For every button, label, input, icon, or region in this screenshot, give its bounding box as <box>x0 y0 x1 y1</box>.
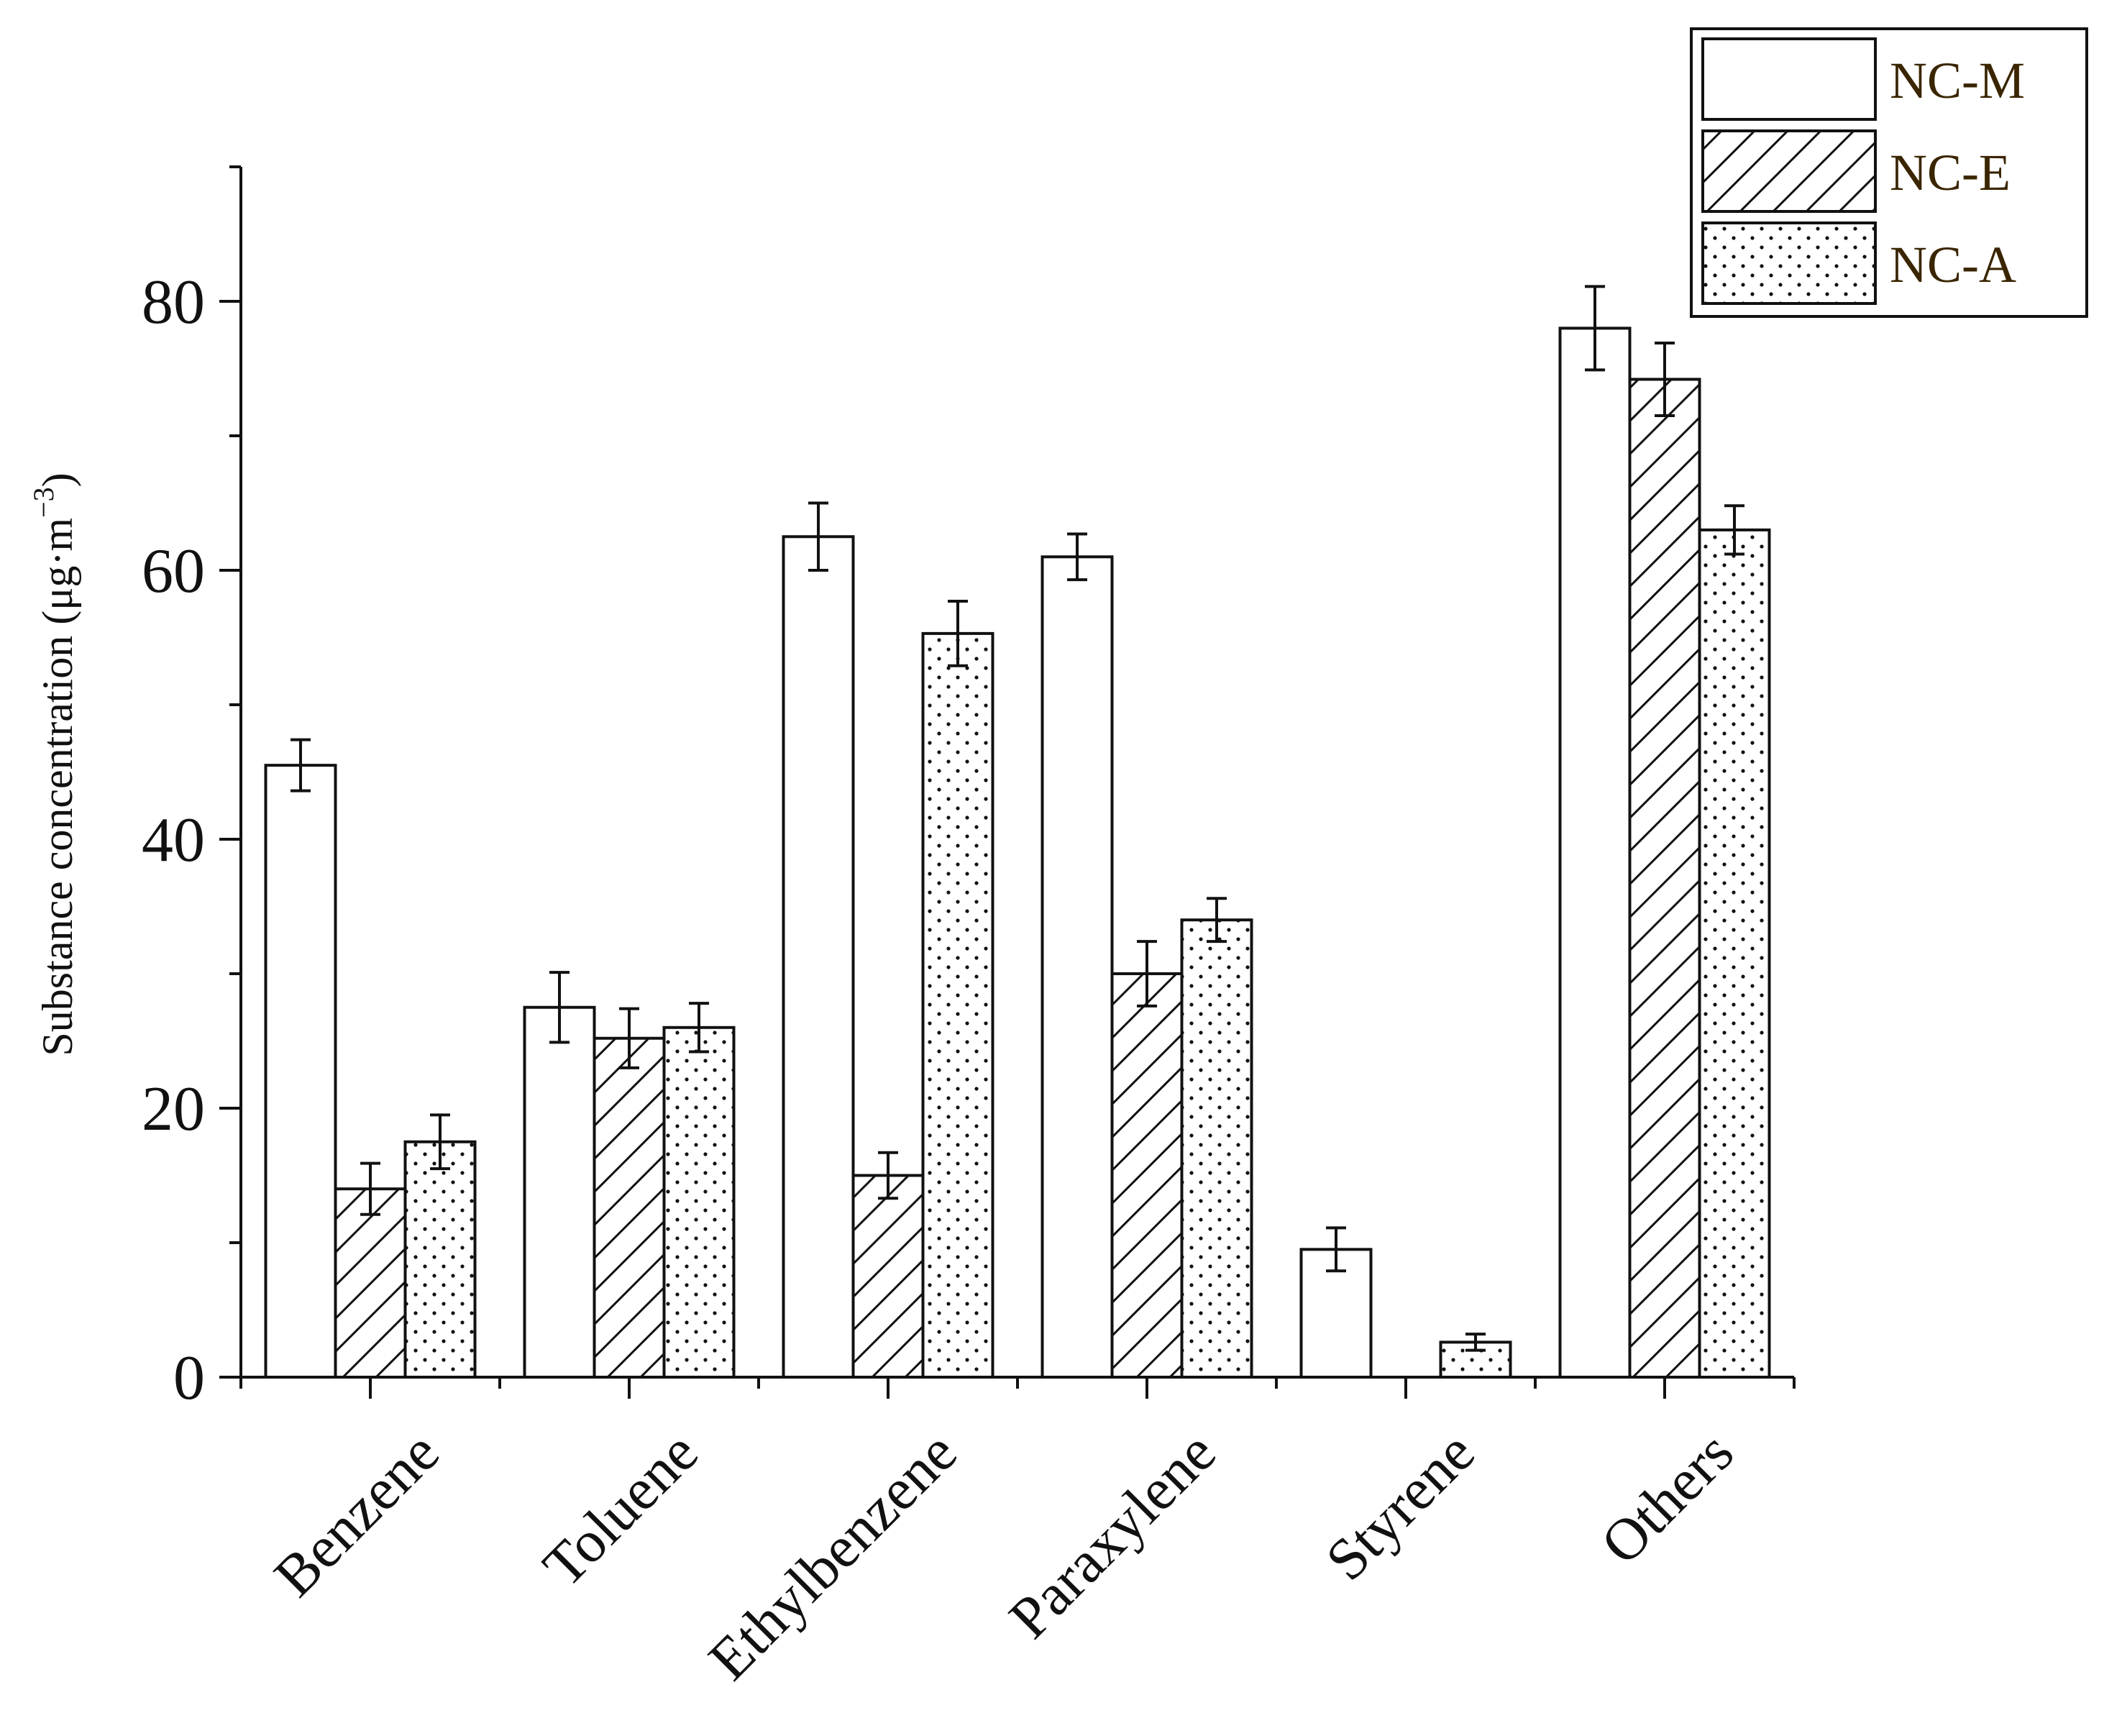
bar-toluene-nc-m <box>523 1005 596 1379</box>
bar-paraxylene-nc-e <box>1110 972 1184 1379</box>
y-axis-title-close: ) <box>34 472 81 487</box>
error-bar-ethylbenzene-nc-a <box>948 600 968 667</box>
error-bar-toluene-nc-a <box>689 1002 709 1054</box>
y-tick-label-0: 0 <box>173 1343 205 1413</box>
category-label-styrene: Styrene <box>1313 1419 1486 1592</box>
legend-swatch-nc-a <box>1701 221 1877 305</box>
legend-label-nc-a: NC-A <box>1890 236 2016 293</box>
bar-others-nc-m <box>1558 326 1632 1379</box>
y-axis-title-sup: −3 <box>27 487 60 518</box>
bar-others-nc-e <box>1628 378 1701 1379</box>
legend-swatch-nc-m <box>1701 37 1877 121</box>
category-label-others: Others <box>1588 1419 1746 1576</box>
error-bar-ethylbenzene-nc-e <box>878 1151 898 1200</box>
error-bar-paraxylene-nc-e <box>1137 940 1157 1008</box>
axes <box>219 165 1796 1399</box>
error-bar-benzene-nc-e <box>360 1161 380 1216</box>
y-axis-title: Substance concentration (μg·m−3) <box>27 472 81 1056</box>
error-bar-styrene-nc-m <box>1326 1226 1346 1273</box>
bar-ethylbenzene-nc-m <box>782 535 855 1379</box>
error-bar-others-nc-e <box>1655 341 1675 417</box>
y-axis-title-main: Substance concentration (μg·m <box>34 518 81 1056</box>
error-bar-others-nc-a <box>1724 504 1744 556</box>
error-bar-paraxylene-nc-m <box>1067 532 1087 582</box>
tick-labels: 0 20 40 60 80 <box>142 268 205 1413</box>
error-bar-paraxylene-nc-a <box>1207 897 1227 944</box>
bar-ethylbenzene-nc-a <box>921 631 994 1379</box>
bars-layer <box>264 326 1771 1379</box>
error-bar-ethylbenzene-nc-m <box>808 501 828 572</box>
y-tick-label-40: 40 <box>142 805 205 875</box>
error-bar-toluene-nc-m <box>549 971 570 1044</box>
legend-label-nc-m: NC-M <box>1890 52 2025 109</box>
bar-ethylbenzene-nc-e <box>851 1174 925 1379</box>
bar-benzene-nc-m <box>264 764 337 1379</box>
category-label-toluene: Toluene <box>530 1419 710 1599</box>
bar-toluene-nc-e <box>593 1036 666 1379</box>
y-tick-label-60: 60 <box>142 536 205 606</box>
y-tick-label-80: 80 <box>142 268 205 337</box>
bar-toluene-nc-a <box>662 1025 736 1379</box>
bar-paraxylene-nc-m <box>1041 555 1114 1379</box>
error-bars-layer <box>291 285 1744 1352</box>
error-bar-styrene-nc-a <box>1465 1333 1486 1352</box>
error-bar-others-nc-m <box>1585 285 1605 372</box>
category-label-benzene: Benzene <box>262 1419 452 1609</box>
legend-swatch-nc-e <box>1701 129 1877 213</box>
legend: NC-M NC-E NC-A <box>1690 27 2088 318</box>
error-bar-benzene-nc-m <box>291 738 311 792</box>
y-tick-label-20: 20 <box>142 1074 205 1144</box>
category-label-ethylbenzene: Ethylbenzene <box>696 1419 969 1692</box>
bar-paraxylene-nc-a <box>1180 918 1253 1379</box>
bar-benzene-nc-a <box>403 1140 477 1379</box>
bar-benzene-nc-e <box>334 1187 407 1379</box>
error-bar-benzene-nc-a <box>430 1113 450 1171</box>
error-bar-toluene-nc-e <box>619 1007 639 1069</box>
bar-others-nc-a <box>1698 528 1771 1379</box>
category-label-paraxylene: Paraxylene <box>997 1419 1228 1650</box>
legend-label-nc-e: NC-E <box>1890 144 2011 201</box>
